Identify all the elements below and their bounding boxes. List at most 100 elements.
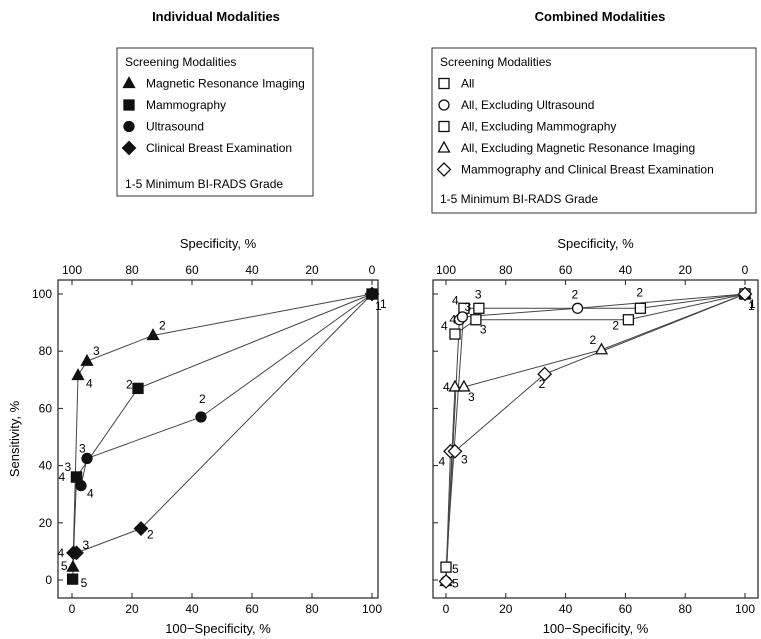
legend-entry: Magnetic Resonance Imaging — [146, 77, 305, 91]
data-point — [594, 342, 609, 355]
series-points: 432 — [58, 286, 380, 561]
data-point — [447, 443, 463, 459]
data-point — [448, 379, 462, 392]
legend-box — [431, 47, 757, 214]
chart-title: Individual Modalities — [152, 9, 280, 24]
series-line — [72, 293, 373, 580]
y-tick-label: 100 — [32, 287, 52, 301]
top-x-tick-label: 40 — [245, 263, 259, 277]
data-point — [537, 366, 553, 382]
plot-frame — [432, 279, 759, 599]
legend-entry: Mammography and Clinical Breast Examinat… — [461, 163, 714, 177]
point-label: 4 — [438, 454, 445, 468]
x-tick-label: 100 — [735, 602, 755, 616]
y-tick-label: 60 — [39, 401, 53, 415]
x-tick-label: 0 — [69, 602, 76, 616]
y-tick-label: 20 — [39, 516, 53, 530]
legend-footer: 1-5 Minimum BI-RADS Grade — [440, 192, 598, 206]
chart-panel-2: Combined Modalities Screening Modalities A… — [431, 9, 759, 636]
point-label: 1 — [748, 299, 755, 313]
data-point — [440, 561, 452, 573]
data-point — [69, 545, 84, 561]
chart-panel-1: Individual Modalities Screening Modalitie… — [7, 9, 387, 636]
point-label: 2 — [572, 287, 579, 301]
series-line — [80, 293, 373, 486]
legend-entry: All — [461, 77, 474, 91]
x-tick-label: 80 — [305, 602, 319, 616]
data-point — [195, 411, 207, 423]
series-line — [454, 293, 746, 335]
legend-box — [116, 47, 314, 197]
point-label: 1 — [375, 299, 382, 313]
data-point — [80, 353, 94, 366]
x-axis-title: 100−Specificity, % — [543, 621, 649, 636]
data-point — [75, 479, 87, 492]
point-label: 4 — [452, 293, 459, 307]
series-mammography — [72, 293, 373, 580]
point-label: 5 — [452, 576, 459, 590]
x-tick-label: 40 — [185, 602, 199, 616]
point-label: 2 — [539, 377, 546, 391]
x-tick-label: 100 — [362, 602, 382, 616]
series-points: 5 432 — [59, 288, 378, 590]
top-x-tick-label: 0 — [369, 263, 376, 277]
x-tick-label: 20 — [499, 602, 513, 616]
legend-title: Screening Modalities — [440, 55, 551, 69]
point-label: 3 — [464, 300, 471, 314]
data-point — [470, 314, 482, 326]
data-point — [66, 573, 79, 585]
point-label: 3 — [468, 390, 475, 404]
legend-entry: Mammography — [146, 98, 226, 112]
top-x-tick-label: 20 — [679, 263, 693, 277]
x-tick-label: 60 — [245, 602, 259, 616]
data-point — [473, 302, 485, 314]
legend-marker — [437, 140, 451, 153]
top-x-tick-label: 20 — [305, 263, 319, 277]
series-points: 432 — [75, 288, 378, 501]
legend-entry: All, Excluding Mammography — [461, 120, 616, 134]
top-x-tick-label: 100 — [436, 263, 456, 277]
legend-marker — [438, 99, 450, 111]
point-label: 4 — [441, 319, 448, 333]
point-label: 4 — [58, 546, 65, 560]
top-x-tick-label: 100 — [62, 263, 82, 277]
data-point — [737, 286, 753, 302]
point-label: 2 — [147, 528, 154, 542]
legend-marker — [121, 140, 137, 156]
x-tick-label: 0 — [443, 602, 450, 616]
point-label: 5 — [452, 562, 459, 576]
plot-frame — [57, 279, 379, 599]
legend-marker — [123, 120, 135, 133]
point-label: 3 — [475, 287, 482, 301]
data-point — [438, 574, 454, 589]
x-tick-label: 60 — [619, 602, 633, 616]
legend-title: Screening Modalities — [125, 55, 236, 69]
data-point — [622, 314, 635, 326]
top-x-tick-label: 0 — [742, 263, 749, 277]
top-x-axis-title: Specificity, % — [557, 236, 634, 251]
data-point — [70, 471, 83, 483]
legend-entry: All, Excluding Magnetic Resonance Imagin… — [461, 141, 695, 155]
legend-entry: Clinical Breast Examination — [146, 141, 292, 155]
point-label: 4 — [86, 377, 93, 391]
legend-footer: 1-5 Minimum BI-RADS Grade — [125, 177, 283, 191]
data-point — [634, 302, 646, 314]
x-tick-label: 40 — [559, 602, 573, 616]
data-point — [449, 328, 461, 340]
data-point — [132, 382, 144, 395]
legend-marker — [438, 77, 450, 90]
point-label: 3 — [480, 323, 487, 337]
point-label: 5 — [81, 576, 88, 590]
series-magnetic-resonance-imaging — [72, 293, 373, 568]
point-label: 2 — [126, 377, 133, 391]
x-axis-title: 100−Specificity, % — [165, 621, 271, 636]
top-x-axis-title: Specificity, % — [180, 236, 257, 251]
legend-entry: Ultrasound — [146, 120, 204, 134]
point-label: 2 — [199, 392, 206, 406]
point-label: 4 — [449, 313, 456, 327]
y-tick-label: 80 — [39, 344, 53, 358]
point-label: 5 — [61, 559, 68, 573]
